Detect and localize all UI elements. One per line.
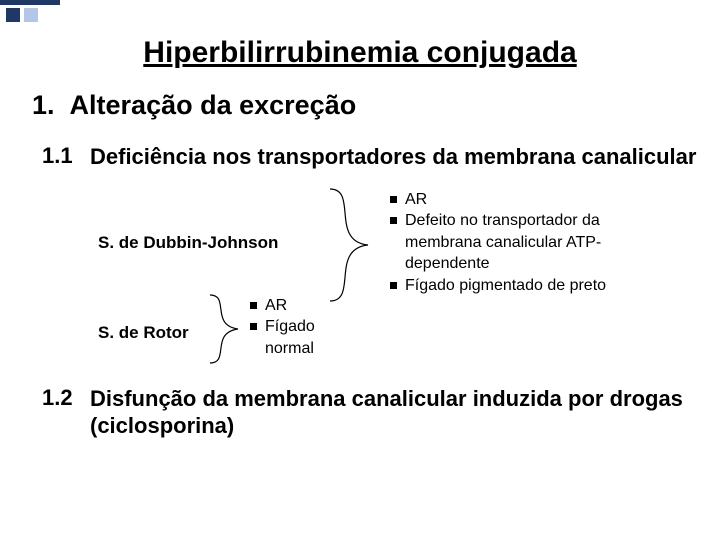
- bullet-line: Fígado: [265, 318, 315, 335]
- bullet-line: normal: [265, 340, 314, 357]
- deco-bar: [0, 0, 60, 5]
- list-item: AR: [390, 189, 606, 211]
- deco-square-light: [24, 8, 38, 22]
- bullet-text: Defeito no transportador da membrana can…: [405, 210, 601, 275]
- syndrome-rotor: S. de Rotor: [98, 323, 189, 343]
- section-num: 1.: [32, 90, 55, 120]
- bullet-icon: [390, 282, 397, 289]
- section-heading: 1. Alteração da excreção: [32, 90, 700, 121]
- bullet-icon: [390, 217, 397, 224]
- bullet-icon: [390, 196, 397, 203]
- slide-body: Hiperbilirrubinemia conjugada 1. Alteraç…: [0, 0, 720, 460]
- list-item: Fígado normal: [250, 316, 315, 359]
- bullet-line: Defeito no transportador da: [405, 212, 600, 229]
- slide-title: Hiperbilirrubinemia conjugada: [20, 36, 700, 70]
- bullet-line: membrana canalicular ATP-: [405, 234, 601, 251]
- syndrome-dubbin-johnson: S. de Dubbin-Johnson: [98, 233, 278, 253]
- bullet-text: AR: [405, 189, 427, 211]
- bullet-text: Fígado pigmentado de preto: [405, 275, 606, 297]
- list-item: AR: [250, 295, 315, 317]
- subsection-num: 1.1: [42, 143, 90, 169]
- bullet-text: Fígado normal: [265, 316, 315, 359]
- syndrome1-bullets: AR Defeito no transportador da membrana …: [390, 189, 606, 297]
- syndrome2-bullets: AR Fígado normal: [250, 295, 315, 360]
- section-text: Alteração da excreção: [70, 90, 357, 120]
- brace-icon-1: [318, 185, 378, 305]
- bullet-icon: [250, 323, 257, 330]
- bullet-line: dependente: [405, 255, 490, 272]
- brace-icon-2: [202, 291, 244, 367]
- syndrome-diagram: S. de Dubbin-Johnson AR Defeito no trans…: [40, 189, 700, 379]
- subsection-text: Disfunção da membrana canalicular induzi…: [90, 385, 700, 440]
- subsection-1-2: 1.2 Disfunção da membrana canalicular in…: [42, 385, 700, 440]
- list-item: Fígado pigmentado de preto: [390, 275, 606, 297]
- list-item: Defeito no transportador da membrana can…: [390, 210, 606, 275]
- bullet-icon: [250, 302, 257, 309]
- subsection-text: Deficiência nos transportadores da membr…: [90, 143, 696, 171]
- deco-square-dark: [6, 8, 20, 22]
- subsection-num: 1.2: [42, 385, 90, 411]
- subsection-1-1: 1.1 Deficiência nos transportadores da m…: [42, 143, 700, 171]
- bullet-text: AR: [265, 295, 287, 317]
